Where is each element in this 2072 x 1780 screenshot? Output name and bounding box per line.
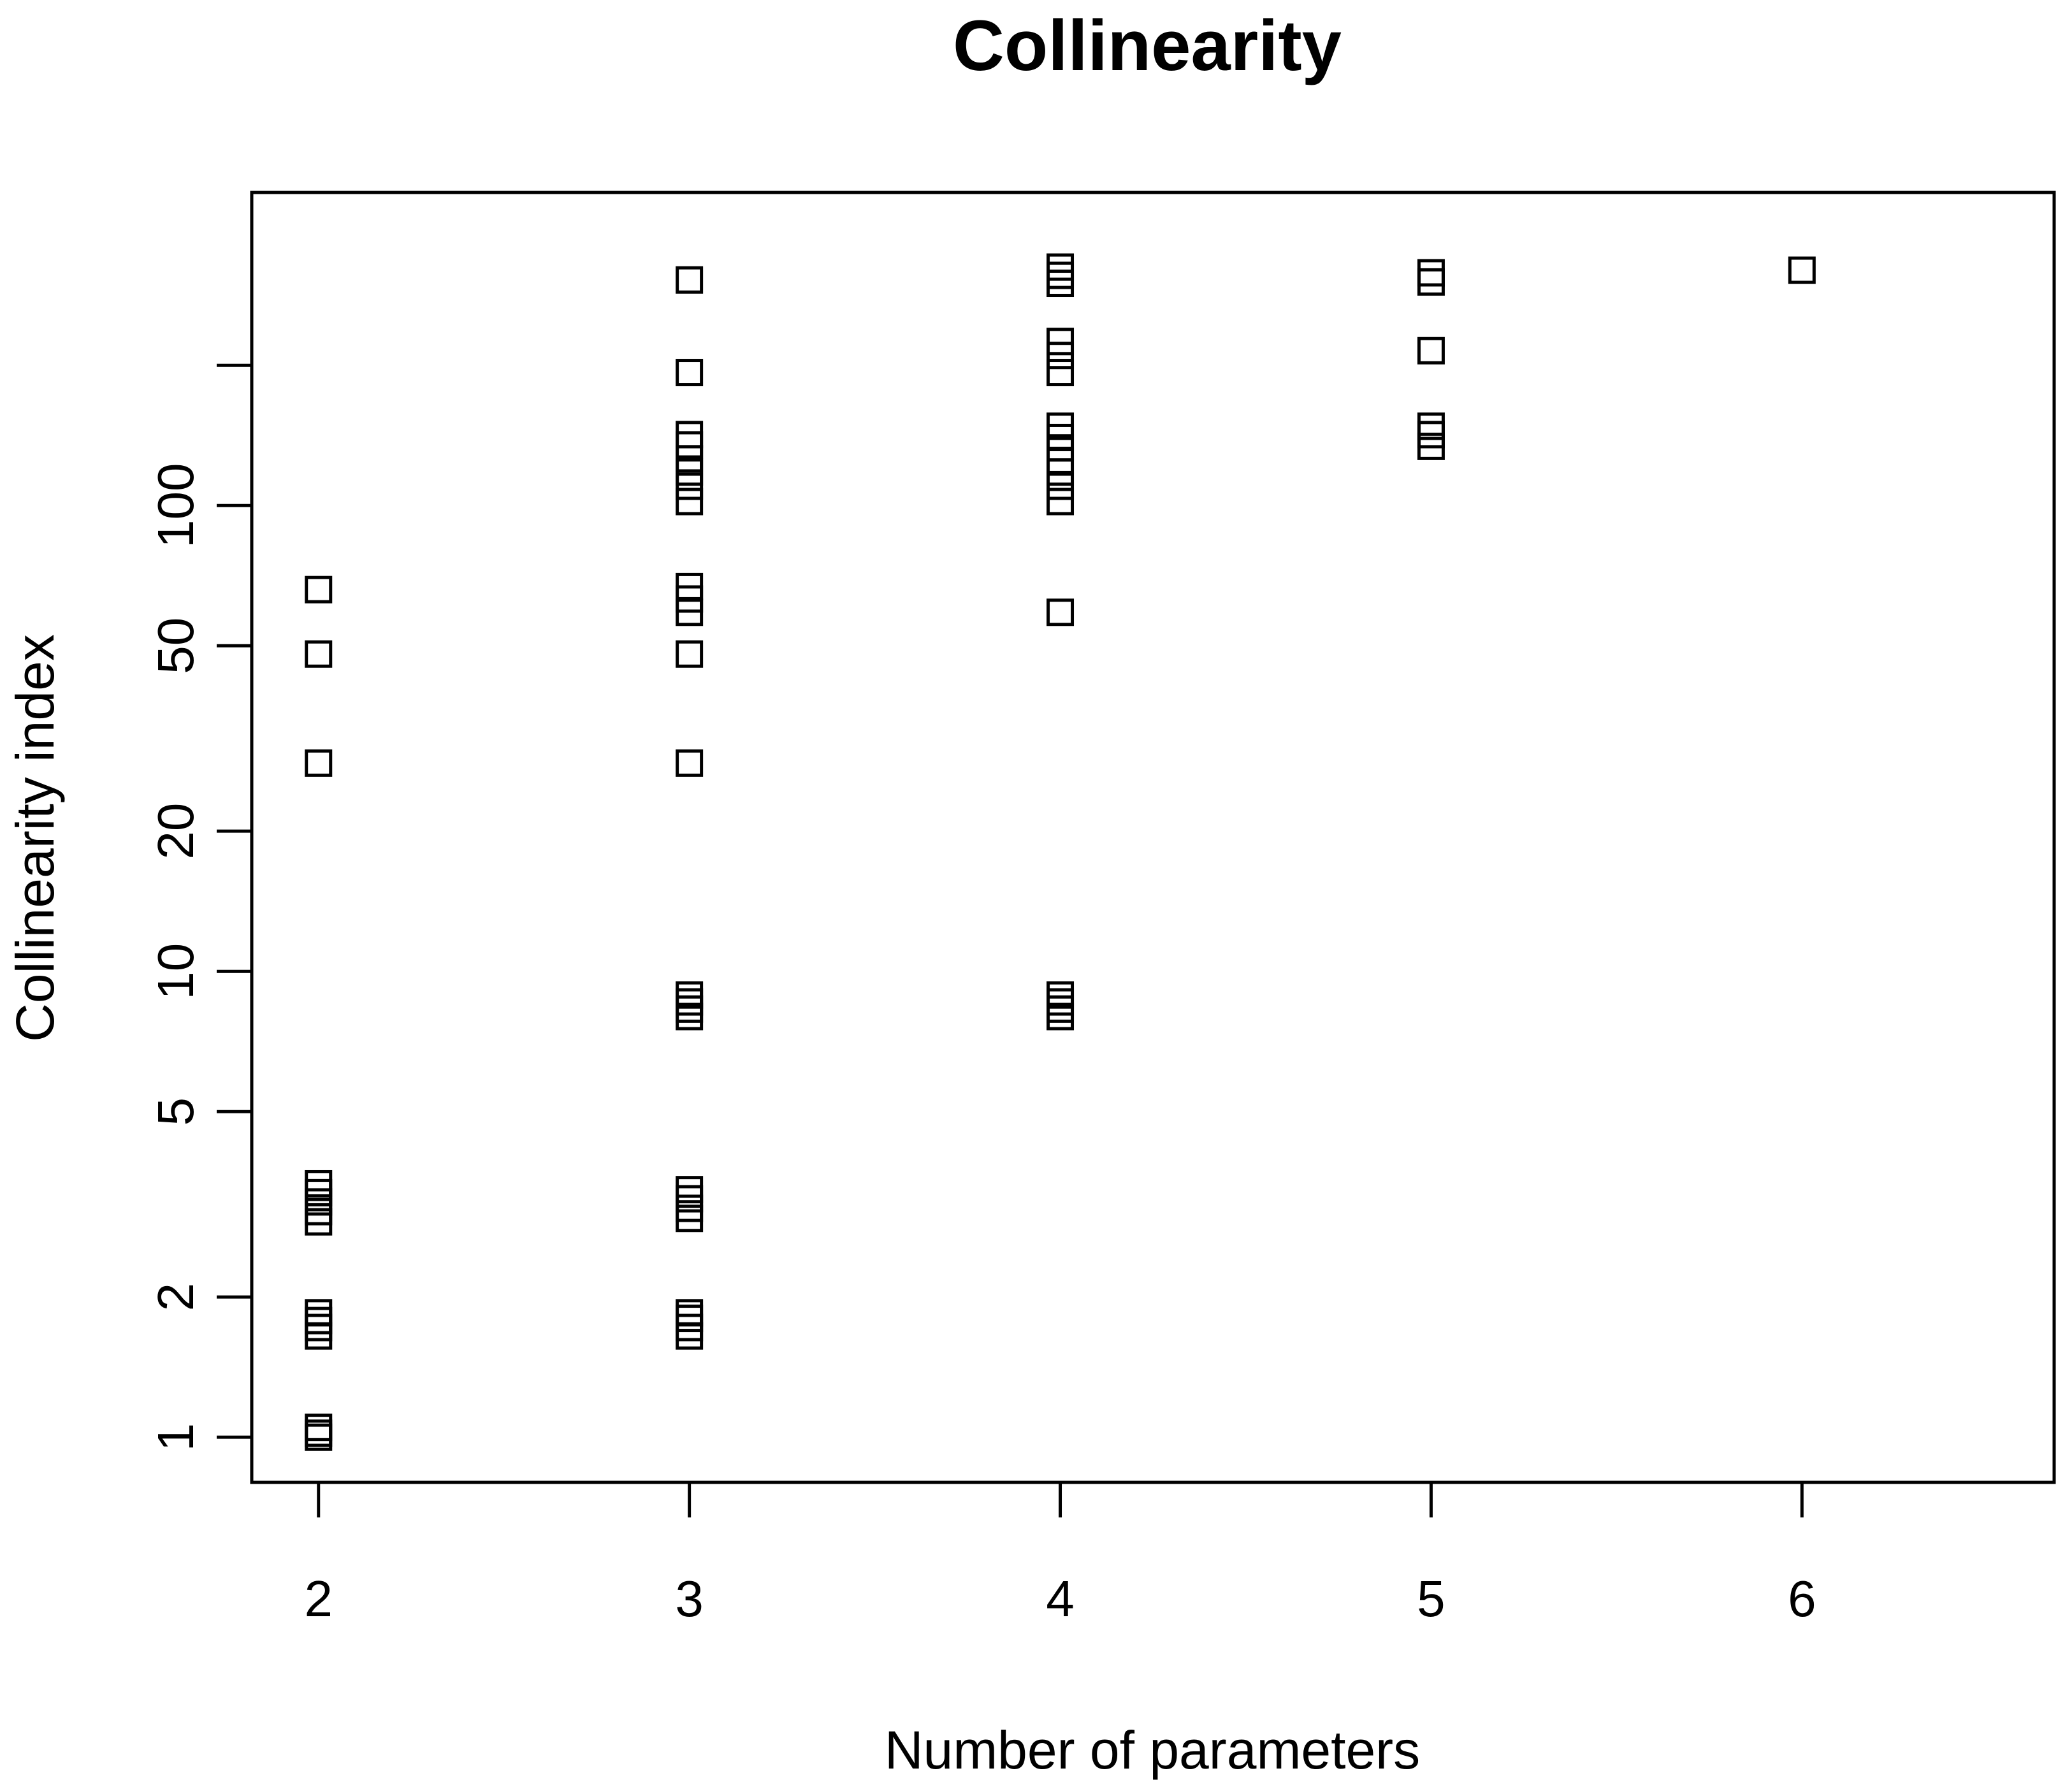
data-point [1047,988,1075,1016]
data-point [305,1299,333,1327]
x-tick-label: 6 [1788,1570,1816,1627]
plot-frame [250,191,2056,1484]
y-tick-label: 5 [147,1097,204,1126]
data-point [305,1178,333,1206]
data-point [1047,472,1075,500]
data-point [1417,336,1445,365]
data-point [1047,995,1075,1023]
data-point [676,981,704,1009]
x-tick-label: 5 [1417,1570,1445,1627]
x-tick-label: 4 [1046,1570,1075,1627]
x-tick-label: 2 [304,1570,333,1627]
data-point [1047,270,1075,298]
y-tick-label: 2 [147,1283,204,1312]
data-point [1788,256,1816,284]
x-tick-label: 3 [675,1570,704,1627]
data-point [1047,261,1075,289]
data-point [676,1176,704,1204]
data-point [305,749,333,777]
data-point [676,359,704,387]
data-point [676,266,704,294]
data-point [1047,598,1075,626]
data-point [305,640,333,668]
data-point [1047,342,1075,370]
data-point [676,1194,704,1222]
data-point [676,749,704,777]
data-point [676,472,704,500]
y-axis: 1 2 5 10 20 50 100 [147,363,254,1452]
data-point [676,1322,704,1350]
data-point [676,1305,704,1333]
data-points [305,253,1816,1451]
data-point [1417,268,1445,296]
data-point [305,1306,333,1335]
data-point [676,995,704,1023]
x-axis-label: Number of parameters [885,1720,1420,1780]
data-point [305,575,333,604]
data-point [305,1414,333,1442]
data-point [676,1313,704,1342]
y-tick-label: 1 [147,1423,204,1452]
data-point [676,640,704,668]
data-point [1047,359,1075,387]
y-tick-label: 20 [147,803,204,860]
y-tick-label: 100 [147,463,204,548]
data-point [676,488,704,516]
data-point [676,988,704,1016]
data-point [676,421,704,449]
data-point [1047,328,1075,356]
data-point [1417,259,1445,287]
data-point [1417,412,1445,440]
data-point [1047,488,1075,516]
y-axis-label: Collinearity index [5,634,65,1042]
data-point [305,1169,333,1198]
data-point [305,1313,333,1342]
y-tick-label: 50 [147,618,204,674]
y-tick-label: 10 [147,943,204,1000]
x-axis: 2 3 4 5 6 [304,1480,1816,1627]
data-point [676,572,704,600]
data-point [1047,981,1075,1009]
data-point [676,431,704,459]
data-point [1047,253,1075,281]
data-point [1047,412,1075,440]
data-point [305,1198,333,1226]
chart-title: Collinearity [953,6,1342,85]
data-point [676,1299,704,1327]
data-point [305,1322,333,1350]
